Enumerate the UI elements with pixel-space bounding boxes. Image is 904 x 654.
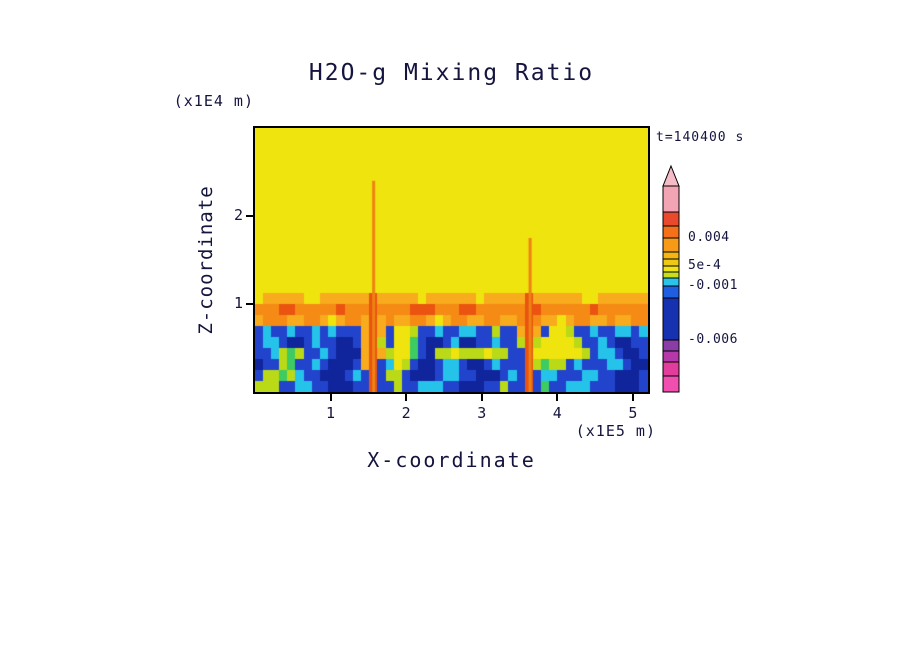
- x-axis-tick: [556, 394, 559, 401]
- x-axis-tick-label: 5: [628, 404, 638, 422]
- colorbar-label: 5e-4: [688, 258, 722, 273]
- colorbar-label: 0.004: [688, 230, 730, 245]
- time-annotation: t=140400 s: [656, 130, 745, 145]
- x-axis-tick: [405, 394, 408, 401]
- colorbar-segment: [662, 265, 680, 273]
- x-axis-tick: [480, 394, 483, 401]
- colorbar-segment: [662, 258, 680, 267]
- colorbar-segment: [662, 339, 680, 352]
- colorbar-segment: [662, 211, 680, 227]
- heatmap-field: [255, 128, 648, 392]
- x-axis-tick: [631, 394, 634, 401]
- x-axis-tick-label: 4: [552, 404, 562, 422]
- x-axis-title: X-coordinate: [367, 448, 536, 472]
- x-axis-tick: [329, 394, 332, 401]
- colorbar-segment: [662, 185, 680, 213]
- colorbar-segment: [662, 285, 680, 299]
- colorbar-segment: [662, 277, 680, 287]
- colorbar-segment: [662, 237, 680, 253]
- colorbar-segment: [662, 297, 680, 341]
- colorbar: [662, 164, 680, 393]
- colorbar-segment: [662, 251, 680, 260]
- plot-area: [253, 126, 650, 394]
- y-axis-title: Z-coordinate: [195, 185, 217, 335]
- x-axis-unit: (x1E5 m): [575, 422, 656, 440]
- z-axis-tick: [246, 303, 253, 305]
- colorbar-segment: [662, 350, 680, 363]
- z-axis-tick-label: 2: [233, 206, 243, 224]
- chart-title: H2O-g Mixing Ratio: [308, 60, 595, 86]
- colorbar-segment: [662, 361, 680, 377]
- colorbar-arrow: [662, 164, 680, 187]
- z-axis-tick-label: 1: [233, 294, 243, 312]
- x-axis-tick-label: 3: [477, 404, 487, 422]
- x-axis-tick-label: 2: [401, 404, 411, 422]
- y-axis-unit: (x1E4 m): [173, 92, 254, 110]
- colorbar-label: -0.001: [688, 278, 738, 293]
- colorbar-segment: [662, 271, 680, 279]
- colorbar-label: -0.006: [688, 332, 738, 347]
- colorbar-segment: [662, 225, 680, 239]
- z-axis-tick: [246, 215, 253, 217]
- colorbar-segment: [662, 375, 680, 393]
- x-axis-tick-label: 1: [326, 404, 336, 422]
